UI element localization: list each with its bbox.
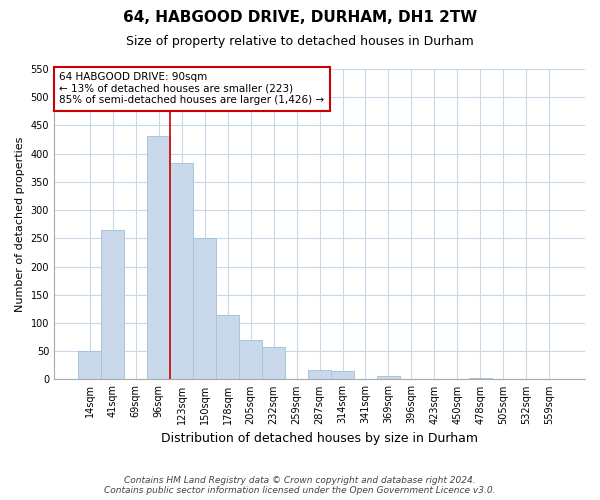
Bar xyxy=(147,136,170,380)
Bar xyxy=(262,346,285,380)
Bar xyxy=(469,378,492,380)
Bar xyxy=(331,371,354,380)
Text: 64, HABGOOD DRIVE, DURHAM, DH1 2TW: 64, HABGOOD DRIVE, DURHAM, DH1 2TW xyxy=(123,10,477,25)
Y-axis label: Number of detached properties: Number of detached properties xyxy=(15,136,25,312)
X-axis label: Distribution of detached houses by size in Durham: Distribution of detached houses by size … xyxy=(161,432,478,445)
Bar xyxy=(308,370,331,380)
Bar xyxy=(78,351,101,380)
Bar xyxy=(193,238,216,380)
Text: Contains HM Land Registry data © Crown copyright and database right 2024.
Contai: Contains HM Land Registry data © Crown c… xyxy=(104,476,496,495)
Bar xyxy=(101,230,124,380)
Text: Size of property relative to detached houses in Durham: Size of property relative to detached ho… xyxy=(126,35,474,48)
Text: 64 HABGOOD DRIVE: 90sqm
← 13% of detached houses are smaller (223)
85% of semi-d: 64 HABGOOD DRIVE: 90sqm ← 13% of detache… xyxy=(59,72,325,106)
Bar xyxy=(377,376,400,380)
Bar xyxy=(239,340,262,380)
Bar xyxy=(216,314,239,380)
Bar xyxy=(170,164,193,380)
